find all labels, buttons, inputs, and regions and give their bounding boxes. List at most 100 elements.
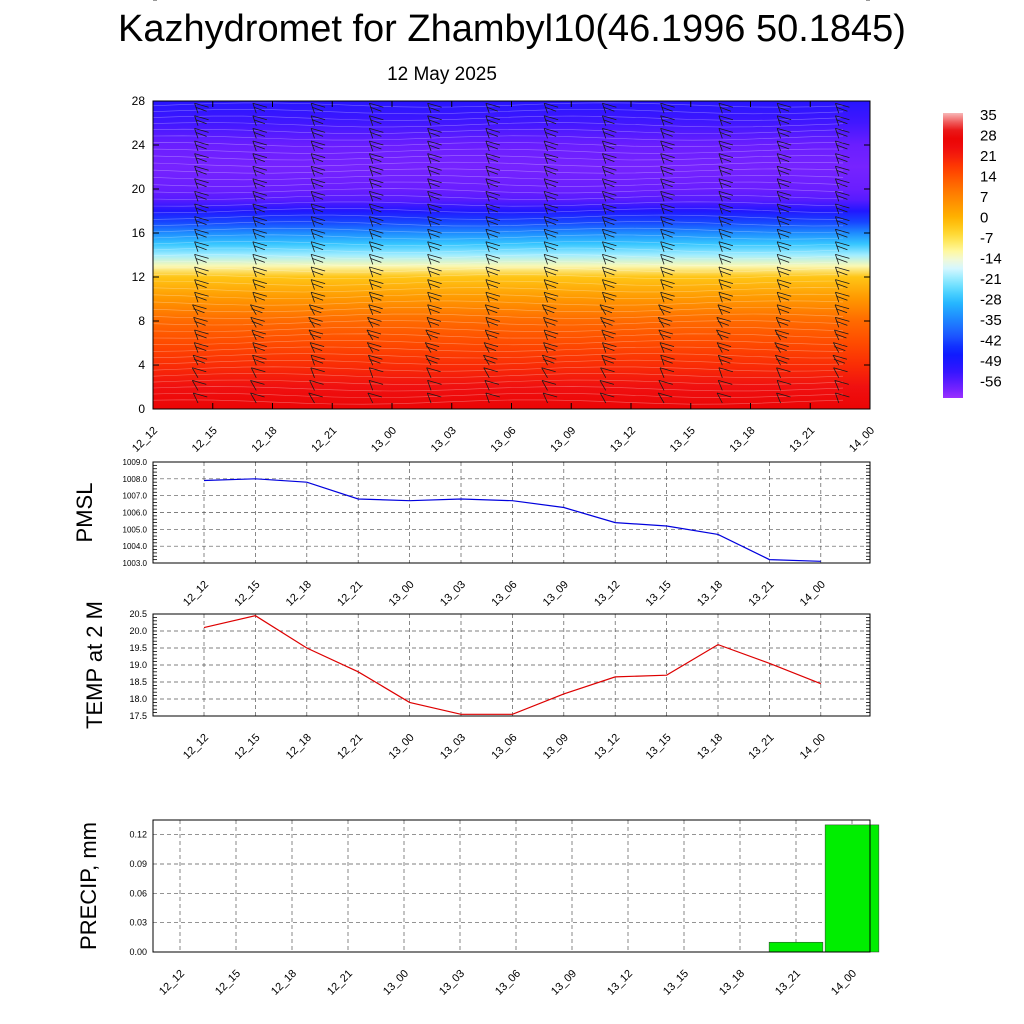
x-tick-label: 13_21 bbox=[746, 579, 776, 609]
wind-barb bbox=[310, 216, 326, 227]
x-tick-label: 12_12 bbox=[130, 425, 160, 455]
wind-barb bbox=[660, 178, 675, 189]
wind-barb bbox=[250, 367, 266, 378]
wind-barb bbox=[776, 392, 791, 404]
contour-line bbox=[153, 155, 844, 161]
wind-barb bbox=[660, 228, 675, 240]
wind-barb bbox=[776, 191, 792, 202]
wind-barb bbox=[601, 329, 616, 341]
wind-barb bbox=[367, 392, 382, 404]
wind-barb bbox=[250, 304, 265, 316]
wind-barb bbox=[308, 317, 323, 328]
wind-barb bbox=[832, 342, 848, 353]
wind-barb bbox=[599, 392, 615, 404]
y-tick-label: 24 bbox=[132, 138, 146, 152]
contour-line bbox=[153, 307, 844, 313]
y-axis-title: PRECIP, mm bbox=[76, 822, 101, 950]
wind-barb bbox=[252, 153, 267, 164]
wind-barb bbox=[484, 329, 500, 341]
wind-barb bbox=[718, 140, 734, 152]
wind-barb bbox=[835, 115, 850, 126]
x-tick-label: 13_03 bbox=[438, 579, 468, 609]
wind-barb bbox=[485, 102, 500, 114]
wind-barb bbox=[776, 279, 792, 290]
wind-barb bbox=[776, 304, 792, 315]
wind-barb bbox=[602, 266, 617, 278]
wind-barb bbox=[835, 128, 850, 139]
x-tick-label: 13_18 bbox=[717, 968, 747, 998]
y-tick-label: 0.12 bbox=[129, 830, 147, 840]
colorbar-label: -7 bbox=[980, 230, 993, 247]
colorbar-label: 28 bbox=[980, 128, 997, 145]
wind-barb bbox=[368, 304, 383, 315]
contour-line bbox=[153, 326, 844, 332]
y-tick-label: 19.5 bbox=[129, 643, 147, 653]
contour-line bbox=[153, 313, 844, 319]
y-tick-label: 0.03 bbox=[129, 918, 147, 928]
wind-barb bbox=[427, 191, 442, 202]
plot-frame bbox=[152, 461, 871, 564]
wind-barb bbox=[541, 304, 557, 315]
wind-barb bbox=[310, 140, 326, 152]
wind-barb bbox=[194, 291, 209, 303]
y-tick-label: 20.0 bbox=[129, 626, 147, 636]
wind-barb bbox=[485, 203, 500, 215]
wind-barb bbox=[602, 241, 617, 252]
wind-barb bbox=[194, 128, 209, 139]
wind-barb bbox=[835, 203, 850, 215]
contour-line bbox=[153, 102, 844, 108]
wind-barb bbox=[194, 115, 209, 126]
wind-barb bbox=[543, 291, 559, 303]
wind-barb bbox=[427, 203, 442, 215]
y-tick-label: 0.06 bbox=[129, 888, 147, 898]
wind-barb bbox=[310, 254, 326, 265]
wind-barb bbox=[427, 228, 442, 240]
contour-line bbox=[153, 359, 844, 365]
wind-barb bbox=[835, 153, 850, 164]
wind-barb bbox=[602, 178, 617, 189]
wind-barb bbox=[657, 317, 673, 328]
wind-barb bbox=[485, 140, 500, 152]
contour-line bbox=[153, 247, 844, 253]
x-tick-label: 13_03 bbox=[429, 425, 459, 455]
wind-barb bbox=[485, 392, 500, 404]
wind-barb bbox=[543, 102, 559, 114]
page-title: Kazhydromet for Zhambyl10(46.1996 50.184… bbox=[118, 8, 906, 50]
wind-barb bbox=[368, 354, 383, 366]
x-tick-label: 13_12 bbox=[608, 425, 638, 455]
precip-bar bbox=[768, 941, 824, 953]
wind-barb bbox=[543, 228, 559, 240]
wind-barb bbox=[368, 380, 384, 391]
y-tick-label: 19.0 bbox=[129, 660, 147, 670]
wind-barb bbox=[368, 279, 384, 290]
wind-barb bbox=[194, 216, 209, 227]
contour-line bbox=[153, 109, 844, 115]
x-tick-label: 13_09 bbox=[549, 968, 579, 998]
wind-barb bbox=[776, 266, 792, 278]
y-axis-title: PMSL bbox=[72, 483, 97, 543]
wind-barb bbox=[543, 279, 559, 290]
x-tick-label: 14_00 bbox=[798, 579, 828, 609]
wind-barb bbox=[541, 367, 556, 379]
wind-barb bbox=[252, 254, 267, 265]
x-tick-label: 13_06 bbox=[489, 425, 519, 455]
wind-barb bbox=[427, 128, 442, 139]
wind-barb bbox=[660, 115, 675, 126]
wind-barb bbox=[776, 241, 792, 252]
wind-barb bbox=[718, 279, 734, 290]
x-tick-label: 13_15 bbox=[661, 968, 691, 998]
colorbar-label: -56 bbox=[980, 374, 1002, 391]
wind-barb bbox=[427, 115, 442, 126]
x-tick-label: 13_00 bbox=[369, 425, 399, 455]
wind-barb bbox=[834, 329, 849, 341]
wind-barb bbox=[835, 140, 850, 152]
contour-line bbox=[153, 300, 844, 306]
colorbar-label: 14 bbox=[980, 169, 997, 186]
wind-barb bbox=[660, 279, 675, 290]
wind-barb bbox=[252, 279, 267, 290]
wind-barb bbox=[310, 153, 326, 164]
wind-barb bbox=[251, 329, 266, 341]
contour-line bbox=[153, 175, 844, 181]
wind-barb bbox=[599, 380, 615, 391]
wind-barb bbox=[310, 165, 326, 177]
